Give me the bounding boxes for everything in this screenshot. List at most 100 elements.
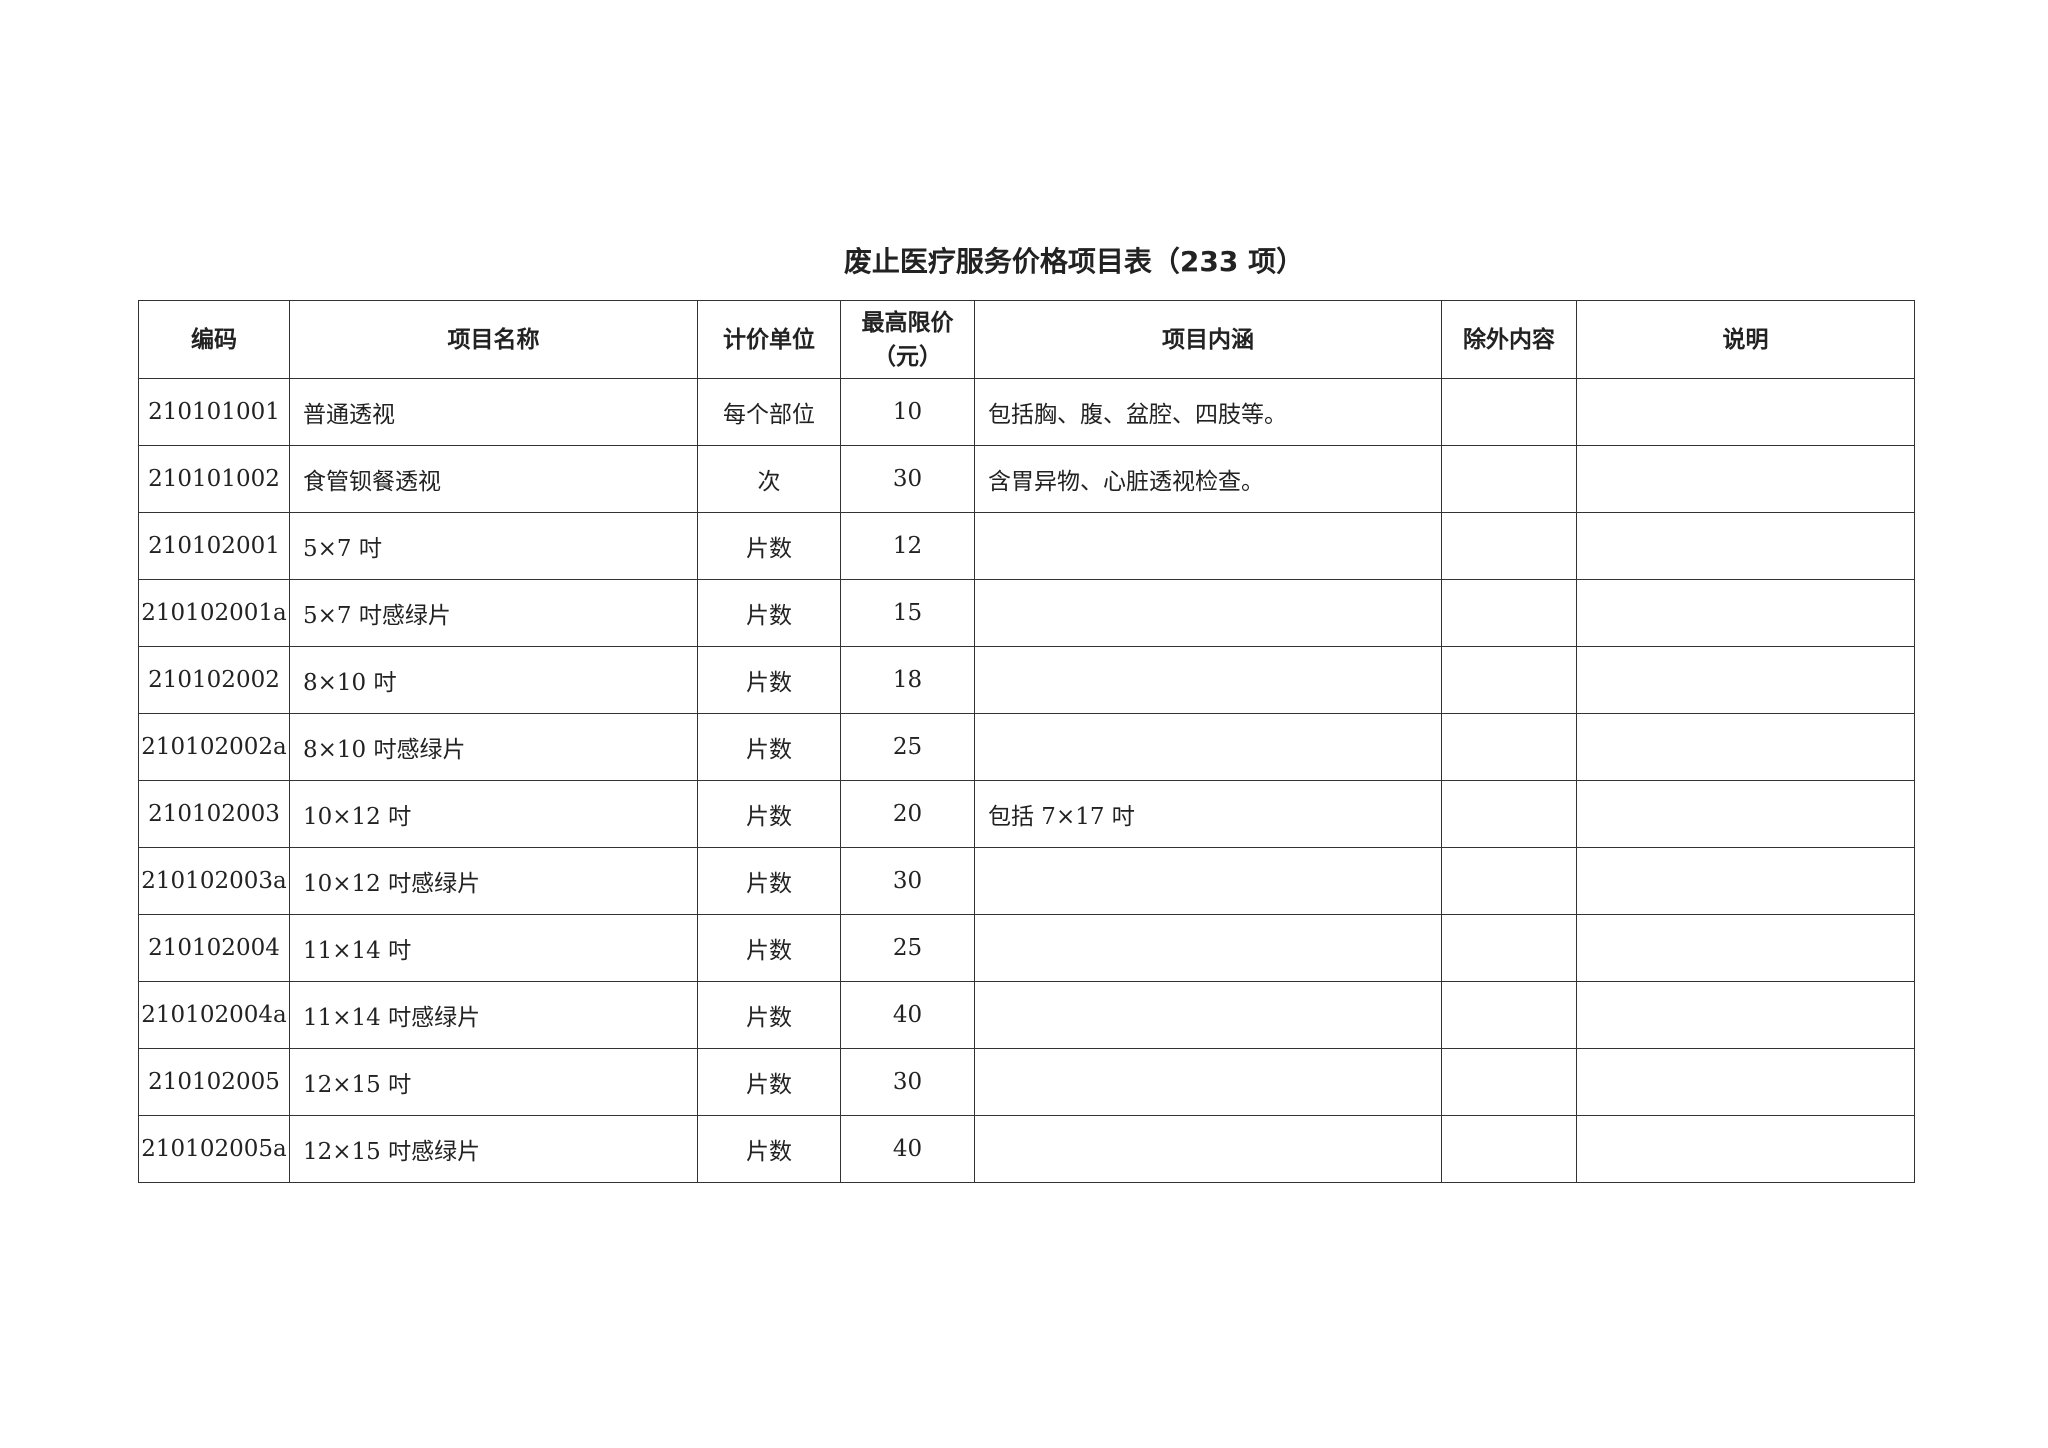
cell-code: 210102003: [138, 780, 290, 848]
cell-unit: 片数: [697, 713, 841, 781]
cell-price: 40: [840, 1115, 975, 1183]
cell-name: 普通透视: [289, 378, 698, 446]
cell-except: [1441, 445, 1577, 513]
cell-price: 40: [840, 981, 975, 1049]
table-row: 210101001 普通透视 每个部位 10 包括胸、腹、盆腔、四肢等。: [138, 378, 1915, 446]
cell-price: 15: [840, 579, 975, 647]
cell-unit: 片数: [697, 579, 841, 647]
cell-price: 18: [840, 646, 975, 714]
cell-note: [1576, 445, 1915, 513]
table-row: 210102001 5×7 吋片数 12: [138, 512, 1915, 580]
table-row: 210102002a 8×10 吋感绿片 片数 25: [138, 713, 1915, 781]
cell-except: [1441, 1048, 1577, 1116]
cell-price: 20: [840, 780, 975, 848]
header-note: 说明: [1576, 300, 1915, 379]
cell-name: 8×10 吋: [289, 646, 698, 714]
cell-code: 210102005a: [138, 1115, 290, 1183]
table-row: 210101002 食管钡餐透视次 30 含胃异物、心脏透视检查。: [138, 445, 1915, 513]
cell-unit: 片数: [697, 512, 841, 580]
table-row: 210102005 12×15 吋片数 30: [138, 1048, 1915, 1116]
cell-price: 10: [840, 378, 975, 446]
table-row: 210102001a 5×7 吋感绿片 片数 15: [138, 579, 1915, 647]
cell-content: [974, 1115, 1442, 1183]
cell-code: 210102002: [138, 646, 290, 714]
cell-unit: 片数: [697, 1048, 841, 1116]
cell-note: [1576, 512, 1915, 580]
cell-except: [1441, 914, 1577, 982]
cell-unit: 片数: [697, 1115, 841, 1183]
cell-name: 10×12 吋感绿片: [289, 847, 698, 915]
cell-unit: 片数: [697, 847, 841, 915]
cell-name: 8×10 吋感绿片: [289, 713, 698, 781]
cell-content: [974, 646, 1442, 714]
cell-unit: 次: [697, 445, 841, 513]
cell-code: 210102004: [138, 914, 290, 982]
cell-price: 30: [840, 847, 975, 915]
header-price-line1: 最高限价: [861, 309, 954, 336]
table-row: 210102002 8×10 吋片数 18: [138, 646, 1915, 714]
cell-price: 25: [840, 914, 975, 982]
cell-content: 包括 7×17 吋: [974, 780, 1442, 848]
cell-unit: 片数: [697, 780, 841, 848]
table-row: 210102004a 11×14 吋感绿片 片数 40: [138, 981, 1915, 1049]
header-price: 最高限价 （元）: [840, 300, 975, 379]
cell-except: [1441, 512, 1577, 580]
cell-note: [1576, 713, 1915, 781]
cell-name: 11×14 吋感绿片: [289, 981, 698, 1049]
cell-note: [1576, 1048, 1915, 1116]
cell-price: 30: [840, 1048, 975, 1116]
cell-name: 10×12 吋: [289, 780, 698, 848]
cell-content: [974, 579, 1442, 647]
cell-unit: 片数: [697, 914, 841, 982]
cell-price: 25: [840, 713, 975, 781]
price-table: 编码 项目名称 计价单位 最高限价 （元） 项目内涵 除外内容 说明 210101…: [138, 300, 1915, 1183]
cell-code: 210101001: [138, 378, 290, 446]
cell-name: 食管钡餐透视: [289, 445, 698, 513]
cell-name: 5×7 吋感绿片: [289, 579, 698, 647]
cell-content: [974, 847, 1442, 915]
cell-price: 12: [840, 512, 975, 580]
page-title: 废止医疗服务价格项目表（233 项）: [843, 245, 1305, 278]
cell-except: [1441, 579, 1577, 647]
cell-price: 30: [840, 445, 975, 513]
cell-except: [1441, 713, 1577, 781]
cell-except: [1441, 1115, 1577, 1183]
cell-content: [974, 981, 1442, 1049]
cell-note: [1576, 1115, 1915, 1183]
cell-except: [1441, 646, 1577, 714]
cell-unit: 每个部位: [697, 378, 841, 446]
header-row: 编码 项目名称 计价单位 最高限价 （元） 项目内涵 除外内容 说明: [138, 300, 1915, 379]
header-code: 编码: [138, 300, 290, 379]
table-row: 210102003 10×12 吋片数 20 包括 7×17 吋: [138, 780, 1915, 848]
cell-note: [1576, 981, 1915, 1049]
header-name: 项目名称: [289, 300, 698, 379]
cell-name: 12×15 吋: [289, 1048, 698, 1116]
cell-note: [1576, 378, 1915, 446]
cell-code: 210102001: [138, 512, 290, 580]
cell-note: [1576, 579, 1915, 647]
cell-code: 210102005: [138, 1048, 290, 1116]
cell-content: 含胃异物、心脏透视检查。: [974, 445, 1442, 513]
cell-content: [974, 512, 1442, 580]
header-content: 项目内涵: [974, 300, 1442, 379]
cell-code: 210102003a: [138, 847, 290, 915]
cell-name: 5×7 吋: [289, 512, 698, 580]
cell-except: [1441, 981, 1577, 1049]
table-row: 210102005a 12×15 吋感绿片 片数 40: [138, 1115, 1915, 1183]
table-row: 210102004 11×14 吋片数 25: [138, 914, 1915, 982]
cell-code: 210102002a: [138, 713, 290, 781]
cell-unit: 片数: [697, 981, 841, 1049]
cell-code: 210101002: [138, 445, 290, 513]
cell-name: 12×15 吋感绿片: [289, 1115, 698, 1183]
cell-except: [1441, 847, 1577, 915]
cell-except: [1441, 378, 1577, 446]
header-except: 除外内容: [1441, 300, 1577, 379]
cell-content: [974, 1048, 1442, 1116]
cell-note: [1576, 780, 1915, 848]
cell-code: 210102001a: [138, 579, 290, 647]
cell-code: 210102004a: [138, 981, 290, 1049]
cell-name: 11×14 吋: [289, 914, 698, 982]
cell-note: [1576, 646, 1915, 714]
cell-unit: 片数: [697, 646, 841, 714]
cell-except: [1441, 780, 1577, 848]
